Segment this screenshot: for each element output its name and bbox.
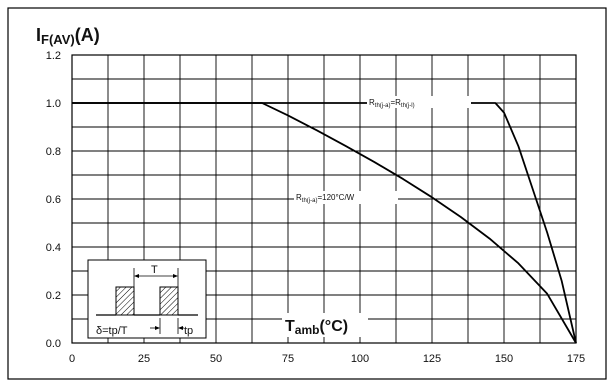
x-tick-label: 50 bbox=[210, 353, 222, 365]
period-label: T bbox=[151, 264, 158, 276]
axes bbox=[71, 54, 577, 344]
x-tick-label: 125 bbox=[423, 353, 441, 365]
series-line-rth-jl bbox=[72, 102, 577, 344]
annotation-rth-120: Rth(j-a)=120°C/W bbox=[296, 193, 355, 204]
x-tick-label: 75 bbox=[282, 353, 294, 365]
outer-border bbox=[7, 7, 607, 380]
x-tick-label: 175 bbox=[567, 353, 585, 365]
y-tick-label: 0.0 bbox=[46, 338, 61, 350]
x-tick-label: 0 bbox=[69, 353, 75, 365]
plot-area bbox=[71, 54, 577, 344]
x-tick-label: 25 bbox=[138, 353, 150, 365]
y-tick-label: 0.2 bbox=[46, 290, 61, 302]
y-tick-label: 0.4 bbox=[46, 242, 61, 254]
y-tick-label: 1.0 bbox=[46, 98, 61, 110]
x-axis-label-group: Tamb(°C) bbox=[282, 313, 368, 337]
annotation-rth-jl: Rth(j-a)=Rth(j-l) bbox=[369, 98, 415, 109]
series-lines bbox=[72, 102, 577, 344]
x-axis-label: Tamb(°C) bbox=[285, 318, 348, 337]
y-tick-label: 0.6 bbox=[46, 194, 61, 206]
y-tick-labels: 0.0 0.2 0.4 0.6 0.8 1.0 1.2 bbox=[46, 50, 61, 350]
duty-cycle-label: δ=tp/T bbox=[96, 325, 128, 337]
inset-box bbox=[87, 259, 207, 339]
x-tick-labels: 0 25 50 75 100 125 150 175 bbox=[69, 353, 585, 365]
y-tick-label: 0.8 bbox=[46, 146, 61, 158]
y-tick-label: 1.2 bbox=[46, 50, 61, 62]
pulse-inset: T δ=tp/T tp bbox=[87, 259, 207, 339]
x-tick-label: 100 bbox=[351, 353, 369, 365]
grid bbox=[72, 55, 576, 343]
y-axis-label: IF(AV)(A) bbox=[36, 25, 100, 47]
annotation-rth-jl-group: Rth(j-a)=Rth(j-l) bbox=[367, 96, 471, 109]
annotation-rth-120-group: Rth(j-a)=120°C/W bbox=[294, 191, 398, 204]
pulse-2 bbox=[159, 286, 179, 316]
x-tick-label: 150 bbox=[495, 353, 513, 365]
pulse-width-label: tp bbox=[184, 325, 193, 337]
pulse-1 bbox=[115, 286, 135, 316]
series-line-rth-120 bbox=[72, 102, 577, 344]
